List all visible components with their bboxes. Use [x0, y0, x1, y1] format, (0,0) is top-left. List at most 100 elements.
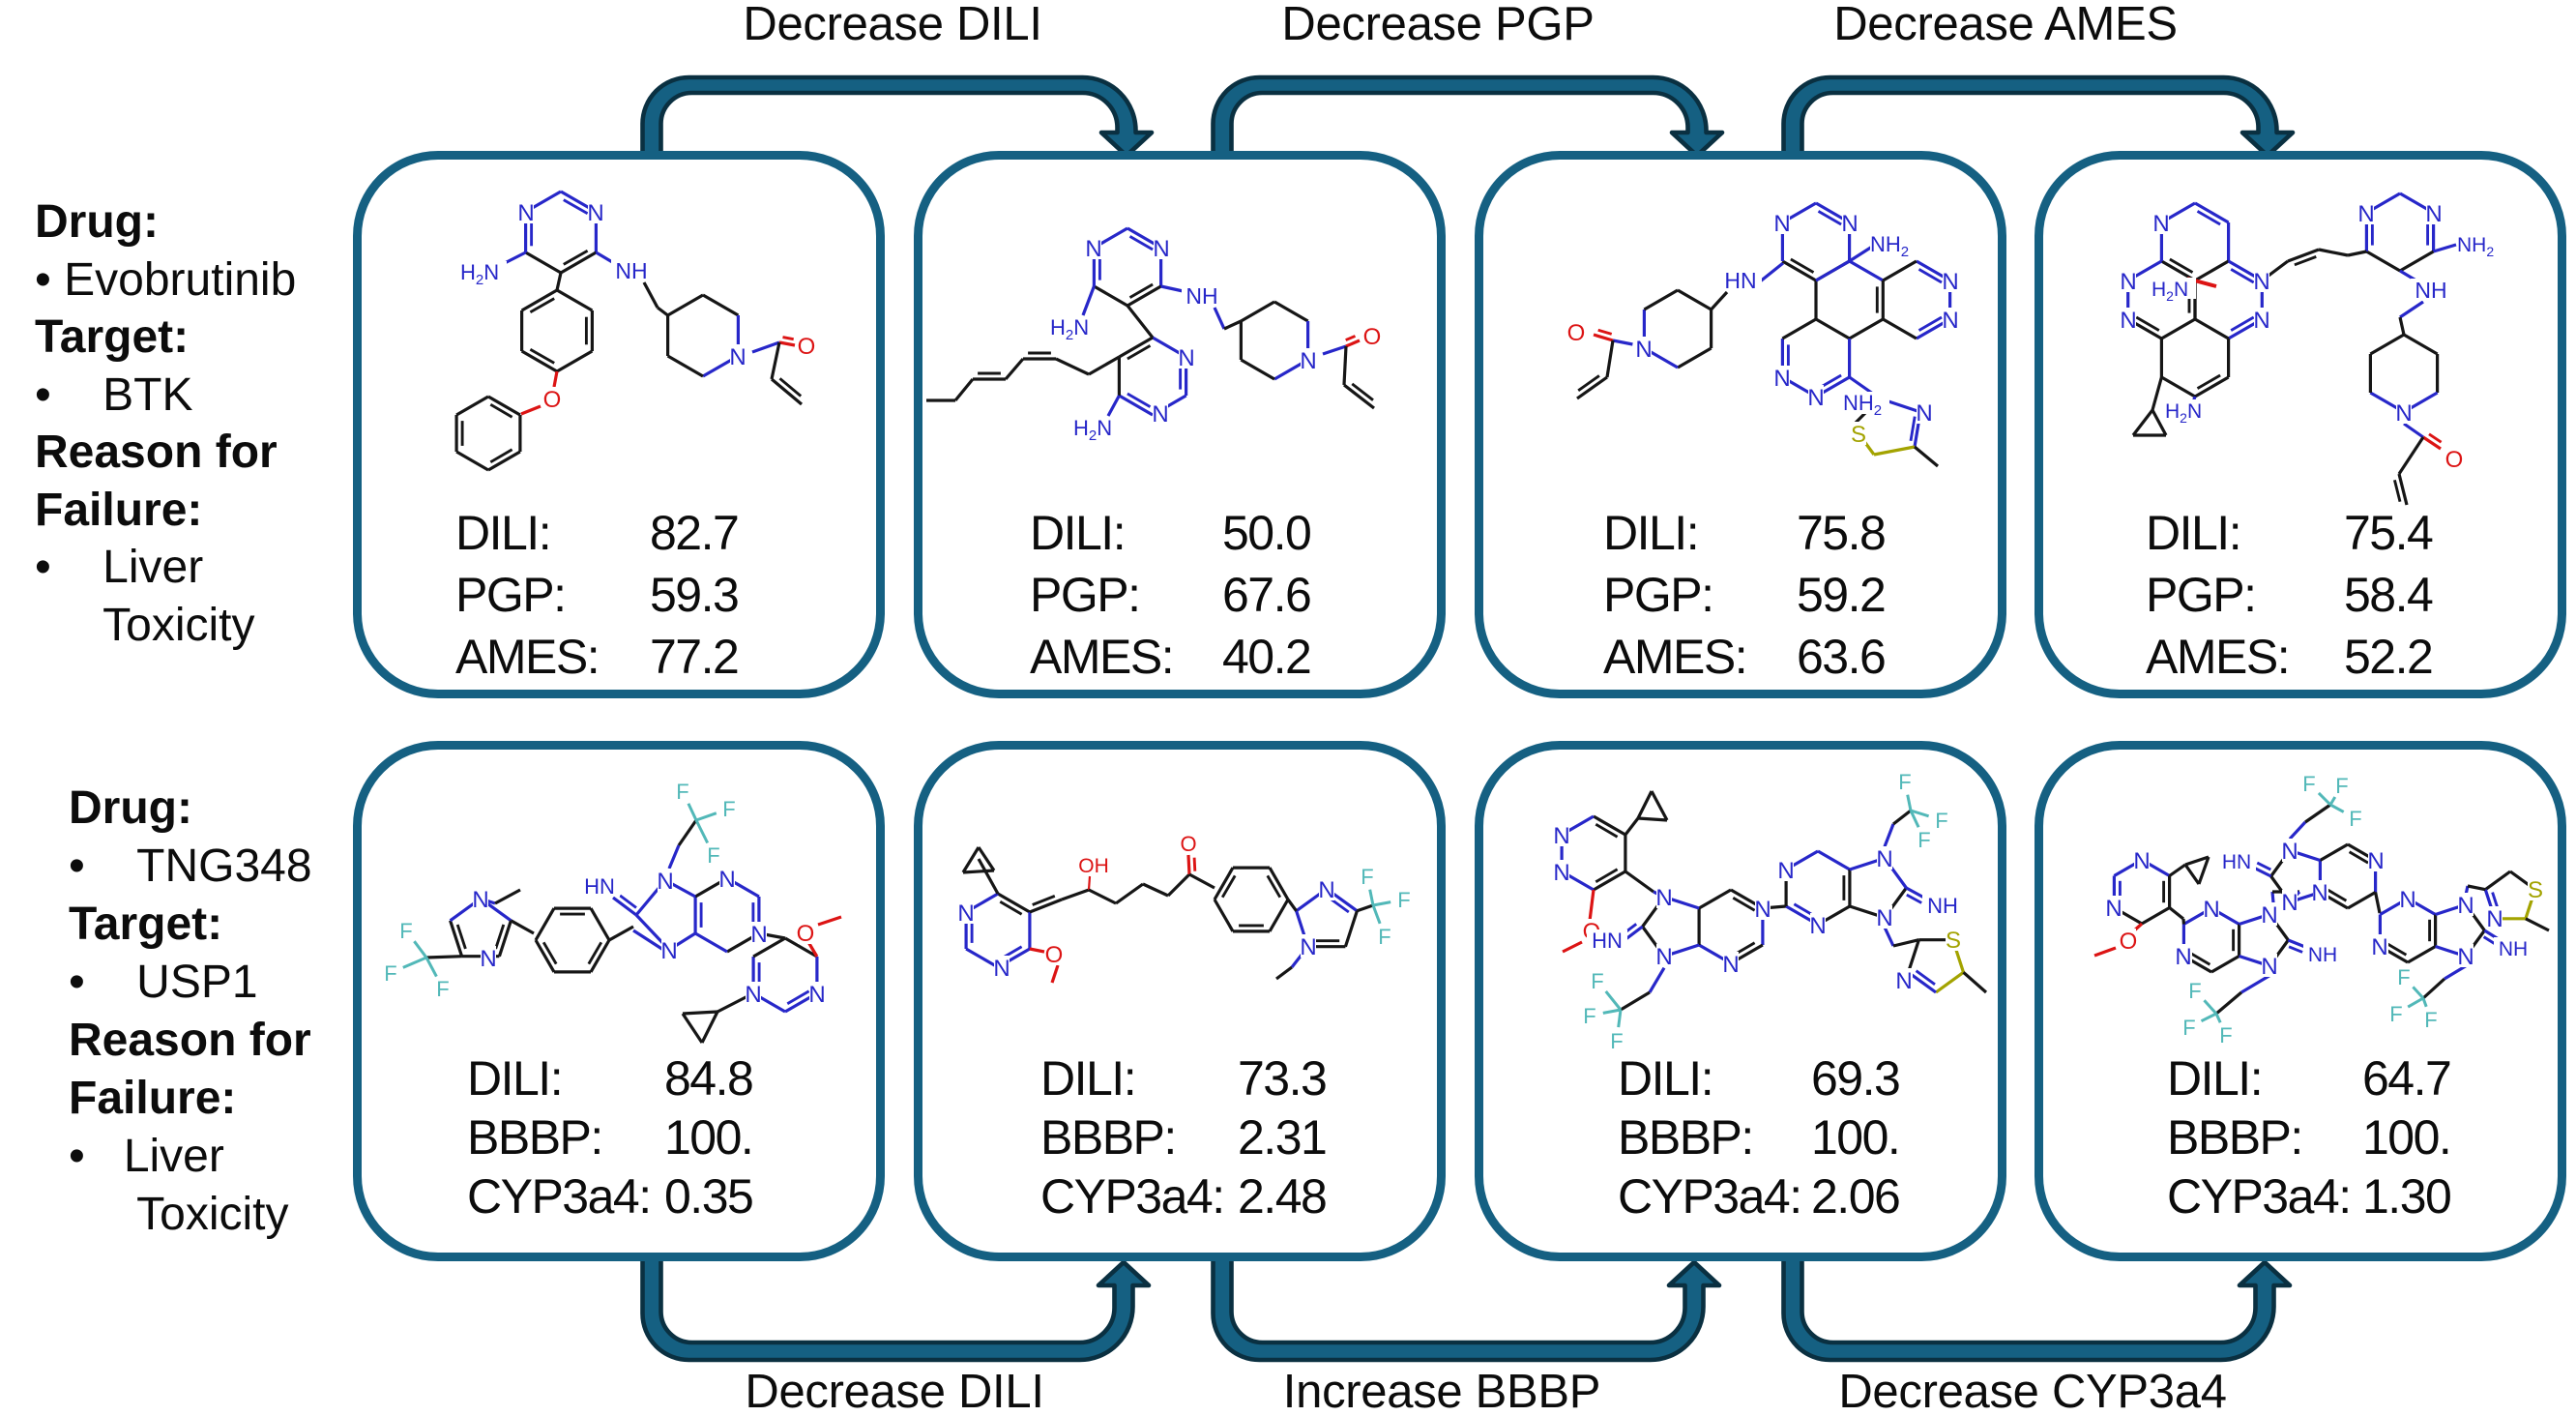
svg-text:HN: HN: [2222, 851, 2251, 873]
svg-text:S: S: [1851, 422, 1866, 448]
svg-text:F: F: [2389, 1002, 2402, 1026]
svg-text:N: N: [1809, 913, 1826, 939]
svg-text:F: F: [2302, 772, 2315, 796]
svg-text:N: N: [480, 946, 496, 972]
svg-text:N: N: [2281, 890, 2298, 916]
svg-text:N: N: [2399, 887, 2415, 913]
svg-text:O: O: [2120, 929, 2138, 955]
svg-text:HN: HN: [1724, 268, 1756, 293]
svg-text:O: O: [797, 921, 815, 947]
svg-text:N: N: [1153, 236, 1169, 262]
svg-text:N: N: [2253, 269, 2269, 295]
svg-text:N: N: [718, 867, 735, 893]
svg-text:N: N: [2371, 934, 2387, 960]
svg-text:O: O: [2445, 447, 2464, 473]
svg-text:N: N: [2105, 896, 2122, 922]
svg-text:N: N: [517, 200, 534, 226]
svg-text:N: N: [2486, 906, 2503, 932]
svg-text:F: F: [2349, 807, 2361, 831]
svg-text:N: N: [1318, 877, 1334, 903]
svg-text:H2N: H2N: [460, 260, 499, 288]
svg-text:N: N: [1152, 401, 1168, 428]
svg-text:F: F: [1583, 1004, 1595, 1028]
svg-text:N: N: [657, 869, 673, 895]
svg-text:N: N: [1722, 952, 1739, 978]
svg-text:N: N: [1655, 885, 1672, 911]
svg-text:F: F: [2188, 979, 2201, 1003]
svg-text:F: F: [676, 780, 688, 804]
svg-text:N: N: [729, 344, 746, 370]
svg-text:F: F: [2424, 1008, 2437, 1032]
svg-text:F: F: [1591, 969, 1603, 993]
svg-text:F: F: [399, 919, 412, 943]
svg-text:F: F: [1935, 809, 1947, 833]
svg-text:N: N: [1553, 823, 1569, 849]
svg-text:S: S: [1946, 928, 1961, 954]
svg-text:N: N: [1085, 236, 1101, 262]
svg-text:NH: NH: [615, 258, 647, 283]
svg-text:H2N: H2N: [1050, 315, 1089, 343]
svg-text:NH: NH: [2308, 944, 2337, 966]
svg-text:F: F: [2335, 774, 2348, 798]
svg-text:NH: NH: [2415, 278, 2446, 303]
svg-text:NH: NH: [2499, 938, 2528, 960]
svg-text:N: N: [1876, 905, 1892, 931]
svg-text:N: N: [2253, 308, 2269, 334]
svg-text:F: F: [1917, 828, 1930, 852]
svg-text:N: N: [2261, 902, 2277, 929]
svg-text:N: N: [1655, 944, 1672, 970]
svg-text:N: N: [2425, 201, 2442, 227]
svg-text:O: O: [798, 334, 816, 360]
svg-text:F: F: [2397, 965, 2410, 989]
svg-text:N: N: [745, 982, 761, 1008]
svg-text:N: N: [1841, 211, 1858, 237]
svg-text:S: S: [2528, 877, 2543, 903]
svg-text:H2N: H2N: [2165, 400, 2202, 426]
svg-text:N: N: [2367, 848, 2384, 874]
svg-text:F: F: [436, 977, 449, 1001]
svg-text:HN: HN: [1592, 929, 1623, 953]
svg-text:F: F: [384, 961, 396, 986]
svg-text:F: F: [722, 797, 735, 821]
svg-text:H2N: H2N: [1073, 416, 1112, 444]
svg-text:N: N: [1754, 897, 1771, 923]
svg-text:N: N: [2395, 400, 2412, 427]
svg-text:N: N: [1773, 366, 1790, 392]
svg-text:N: N: [1178, 345, 1194, 371]
svg-text:F: F: [1378, 925, 1390, 949]
svg-text:N: N: [1876, 846, 1892, 872]
svg-text:OH: OH: [1078, 855, 1109, 877]
svg-text:O: O: [1045, 942, 1064, 968]
svg-text:N: N: [1942, 269, 1958, 295]
svg-text:N: N: [1777, 858, 1794, 884]
svg-text:O: O: [1567, 320, 1586, 346]
svg-text:NH: NH: [1927, 894, 1958, 918]
svg-text:F: F: [1361, 865, 1373, 889]
svg-text:N: N: [1916, 400, 1932, 427]
svg-text:N: N: [2311, 880, 2327, 906]
svg-text:N: N: [957, 900, 974, 927]
svg-text:F: F: [2219, 1023, 2232, 1047]
svg-text:N: N: [993, 956, 1010, 982]
svg-text:O: O: [543, 387, 562, 413]
svg-text:N: N: [2120, 269, 2136, 295]
svg-text:F: F: [1610, 1029, 1623, 1053]
svg-text:NH2: NH2: [1843, 391, 1882, 419]
svg-text:N: N: [2261, 954, 2277, 980]
svg-text:H2N: H2N: [2152, 279, 2188, 304]
svg-text:N: N: [1807, 385, 1824, 411]
svg-text:N: N: [750, 922, 767, 948]
svg-text:N: N: [2281, 839, 2298, 865]
svg-text:O: O: [1180, 832, 1196, 856]
svg-text:N: N: [1895, 968, 1912, 994]
svg-text:F: F: [1898, 770, 1911, 794]
svg-text:F: F: [2182, 1016, 2195, 1040]
svg-text:N: N: [2457, 893, 2474, 919]
svg-text:N: N: [2133, 848, 2150, 874]
svg-text:N: N: [2175, 944, 2191, 970]
svg-text:O: O: [1363, 324, 1382, 350]
svg-text:N: N: [2203, 897, 2219, 923]
svg-text:N: N: [2357, 201, 2374, 227]
svg-text:N: N: [1773, 211, 1790, 237]
svg-text:HN: HN: [584, 874, 615, 899]
